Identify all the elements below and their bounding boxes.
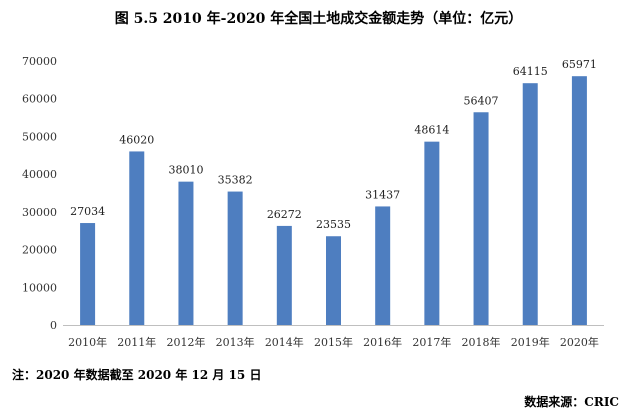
bar: [326, 236, 341, 325]
x-tick-label: 2014年: [265, 335, 304, 349]
bar: [276, 225, 292, 325]
data-label: 35382: [218, 174, 253, 187]
y-tick-label: 50000: [22, 130, 57, 143]
y-tick-label: 20000: [22, 244, 57, 257]
x-tick-label: 2013年: [216, 335, 255, 349]
bar: [571, 76, 587, 325]
x-tick-label: 2010年: [68, 335, 107, 349]
y-tick-label: 10000: [22, 281, 57, 294]
x-tick-label: 2017年: [412, 335, 451, 349]
bar: [178, 181, 194, 325]
bar: [473, 112, 489, 325]
x-tick-label: 2015年: [314, 335, 353, 349]
x-tick-label: 2020年: [560, 335, 599, 349]
data-label: 23535: [316, 218, 351, 231]
x-tick-label: 2012年: [166, 335, 205, 349]
bar: [424, 141, 440, 325]
data-label: 65971: [562, 58, 597, 71]
y-tick-label: 0: [50, 319, 57, 332]
data-label: 38010: [168, 164, 203, 177]
data-source: 数据来源：CRIC: [524, 395, 619, 409]
bar: [375, 206, 391, 325]
y-tick-label: 40000: [22, 168, 57, 181]
data-label: 31437: [365, 188, 400, 201]
bars: [80, 76, 587, 325]
bar: [227, 191, 243, 325]
data-label: 46020: [119, 133, 154, 146]
footnote: 注：2020 年数据截至 2020 年 12 月 15 日: [12, 368, 262, 382]
bar: [129, 151, 145, 325]
y-tick-label: 60000: [22, 93, 57, 106]
y-axis: 0 10000 20000 30000 40000 50000 60000 70000: [22, 55, 57, 332]
x-tick-label: 2018年: [462, 335, 501, 349]
data-label: 64115: [513, 65, 548, 78]
bar: [80, 223, 96, 325]
x-tick-label: 2019年: [511, 335, 550, 349]
bar: [522, 83, 538, 325]
y-tick-label: 70000: [22, 55, 57, 68]
x-tick-label: 2016年: [363, 335, 402, 349]
y-tick-label: 30000: [22, 206, 57, 219]
data-label: 27034: [70, 205, 105, 218]
data-label: 26272: [267, 208, 302, 221]
data-labels: 27034 46020 38010 35382 26272 23535 31437 48614…: [70, 58, 597, 231]
chart-title: 图 5.5 2010 年-2020 年全国土地成交金额走势（单位：亿元）: [114, 11, 523, 27]
data-label: 48614: [414, 124, 449, 137]
x-axis: 2010年 2011年 2012年 2013年 2014年 2015年 2016年 2017年…: [63, 325, 604, 349]
x-tick-label: 2011年: [117, 335, 156, 349]
data-label: 56407: [464, 94, 499, 107]
